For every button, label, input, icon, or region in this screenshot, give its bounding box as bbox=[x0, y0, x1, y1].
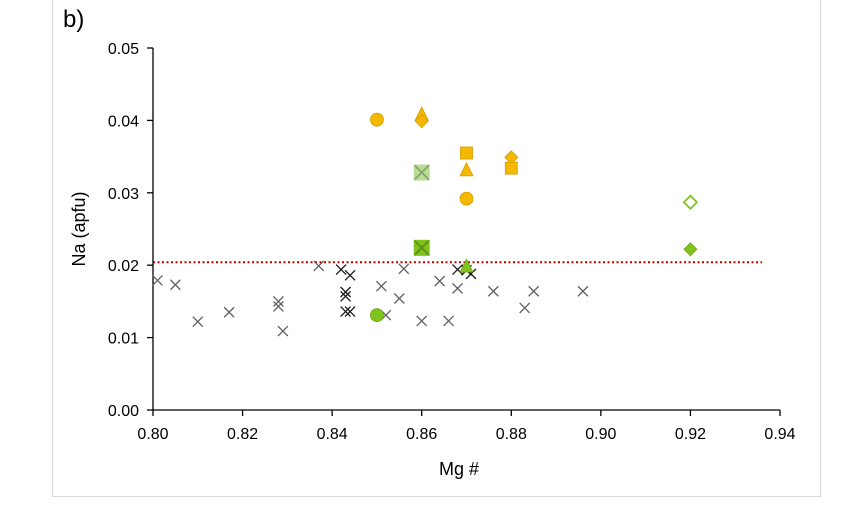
cross-marker bbox=[416, 315, 428, 327]
x-axis-title: Mg # bbox=[439, 459, 479, 479]
cross-marker bbox=[443, 315, 455, 327]
x-tick-label: 0.94 bbox=[764, 426, 795, 443]
cross-marker bbox=[152, 274, 163, 286]
cross-marker bbox=[452, 264, 464, 276]
x-tick-label: 0.82 bbox=[227, 426, 258, 443]
cross-marker bbox=[340, 306, 352, 317]
y-tick-label: 0.05 bbox=[108, 41, 139, 58]
cross-marker bbox=[398, 263, 410, 275]
square-x-stroke bbox=[414, 240, 430, 256]
x-tick-label: 0.88 bbox=[496, 426, 527, 443]
cross-marker bbox=[223, 306, 235, 318]
axes: 0.80 0.82 0.84 0.86 0.88 0.90 0.92 0.94 0.00 0.01… bbox=[108, 41, 796, 443]
triangle-marker bbox=[459, 161, 474, 177]
square-x-stroke bbox=[414, 164, 430, 181]
cross-marker bbox=[192, 316, 204, 328]
open-diamond-marker bbox=[682, 194, 699, 210]
y-tick-label: 0.04 bbox=[108, 113, 139, 130]
y-axis-title: Na (apfu) bbox=[69, 191, 89, 266]
cross-marker bbox=[434, 275, 446, 287]
panel-label: b) bbox=[63, 6, 85, 33]
cross-marker bbox=[277, 325, 289, 337]
data-points bbox=[152, 106, 699, 337]
axis-labels: Mg # Na (apfu) bbox=[69, 191, 479, 479]
cross-marker bbox=[335, 264, 347, 276]
y-tick-label: 0.03 bbox=[108, 186, 139, 203]
cross-marker bbox=[169, 279, 181, 291]
cross-marker bbox=[340, 286, 352, 298]
cross-marker bbox=[577, 285, 589, 297]
cross-marker bbox=[528, 285, 540, 297]
x-tick-label: 0.92 bbox=[675, 426, 706, 443]
cross-marker bbox=[452, 282, 464, 294]
x-tick-label: 0.80 bbox=[137, 426, 168, 443]
circle-marker bbox=[459, 191, 474, 206]
circle-marker bbox=[370, 308, 384, 323]
square-marker bbox=[504, 161, 518, 175]
cross-marker bbox=[519, 302, 531, 314]
x-tick-label: 0.84 bbox=[317, 426, 348, 443]
cross-marker bbox=[344, 269, 356, 281]
cross-marker bbox=[344, 306, 356, 317]
y-tick-label: 0.00 bbox=[108, 403, 139, 420]
x-tick-label: 0.86 bbox=[406, 426, 437, 443]
triangle-marker bbox=[459, 258, 474, 273]
diamond-marker bbox=[683, 242, 698, 257]
cross-marker bbox=[465, 268, 477, 280]
y-tick-label: 0.02 bbox=[108, 258, 139, 275]
cross-marker bbox=[393, 293, 405, 304]
cross-marker bbox=[272, 295, 284, 307]
y-tick-label: 0.01 bbox=[108, 331, 139, 348]
x-tick-label: 0.90 bbox=[585, 426, 616, 443]
cross-marker bbox=[272, 301, 284, 312]
cross-marker bbox=[313, 260, 325, 272]
square-marker bbox=[460, 146, 473, 160]
diamond-marker bbox=[414, 114, 429, 129]
cross-marker bbox=[340, 290, 352, 302]
cross-marker bbox=[487, 285, 499, 297]
cross-marker bbox=[375, 280, 387, 292]
circle-marker bbox=[370, 112, 384, 127]
